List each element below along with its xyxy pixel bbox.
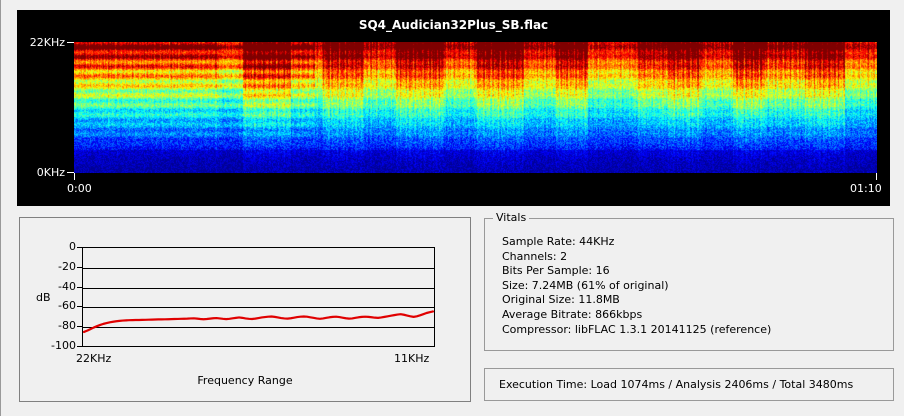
chart-gridline bbox=[83, 327, 434, 329]
chart-y-tick-label: -60 bbox=[58, 299, 76, 313]
chart-gridline bbox=[83, 267, 434, 269]
chart-gridline bbox=[83, 287, 434, 289]
chart-y-tick-mark bbox=[77, 346, 82, 347]
chart-x-axis-title: Frequency Range bbox=[197, 374, 293, 387]
chart-x-axis-start-label: 22KHz bbox=[76, 352, 112, 365]
chart-y-tick-mark bbox=[77, 326, 82, 328]
chart-spectrum-curve bbox=[83, 248, 434, 346]
chart-y-tick-mark bbox=[77, 306, 82, 308]
chart-gridline bbox=[83, 307, 434, 309]
chart-plot-area bbox=[82, 247, 435, 347]
vitals-item: Average Bitrate: 866kbps bbox=[502, 307, 643, 321]
chart-x-axis-end-label: 11KHz bbox=[394, 352, 430, 365]
spectrogram-y-tick-bottom bbox=[67, 172, 74, 173]
vitals-groupbox: Vitals Sample Rate: 44KHz Channels: 2 Bits… bbox=[484, 211, 894, 351]
chart-y-tick-label: 0 bbox=[69, 240, 76, 253]
vitals-item: Original Size: 11.8MB bbox=[502, 293, 620, 307]
chart-y-tick-mark bbox=[77, 247, 82, 248]
vitals-item: Compressor: libFLAC 1.3.1 20141125 (refe… bbox=[502, 322, 772, 336]
spectrogram-x-tick-end bbox=[876, 173, 877, 180]
frequency-chart-panel: dB 0 -20 -40 -60 -80 -100 22KHz 11KHz Frequen… bbox=[19, 217, 471, 402]
spectrogram-y-axis-top-label: 22KHz bbox=[29, 36, 65, 49]
spectrogram-x-axis-end-label: 01:10 bbox=[850, 182, 882, 195]
execution-time-text: Execution Time: Load 1074ms / Analysis 2… bbox=[499, 378, 854, 391]
chart-y-axis-title: dB bbox=[36, 291, 51, 304]
vitals-item: Sample Rate: 44KHz bbox=[502, 235, 615, 248]
vitals-list: Sample Rate: 44KHz Channels: 2 Bits Per Sa… bbox=[502, 235, 771, 337]
spectrogram-y-axis-bottom-label: 0KHz bbox=[36, 166, 65, 179]
spectrogram-image bbox=[74, 42, 877, 173]
chart-y-tick-mark bbox=[77, 286, 82, 288]
spectrogram-x-tick-start bbox=[74, 173, 75, 180]
chart-y-tick-mark bbox=[77, 266, 82, 268]
spectrogram-y-tick-top bbox=[67, 42, 74, 43]
spectrogram-title: SQ4_Audician32Plus_SB.flac bbox=[358, 18, 549, 32]
vitals-groupbox-legend: Vitals bbox=[493, 211, 530, 224]
chart-y-tick-label: -20 bbox=[58, 259, 76, 273]
execution-time-panel: Execution Time: Load 1074ms / Analysis 2… bbox=[484, 368, 894, 401]
chart-y-tick-label: -100 bbox=[51, 339, 76, 352]
spectrogram-x-axis-start-label: 0:00 bbox=[67, 182, 92, 195]
spectrogram-canvas bbox=[74, 42, 877, 173]
chart-y-tick-label: -40 bbox=[58, 279, 76, 293]
vitals-item: Bits Per Sample: 16 bbox=[502, 264, 610, 278]
vitals-item: Channels: 2 bbox=[502, 249, 568, 263]
chart-y-tick-label: -80 bbox=[58, 319, 76, 333]
vitals-item: Size: 7.24MB (61% of original) bbox=[502, 278, 669, 292]
spectrogram-panel: SQ4_Audician32Plus_SB.flac 22KHz 0KHz 0:… bbox=[17, 10, 890, 206]
